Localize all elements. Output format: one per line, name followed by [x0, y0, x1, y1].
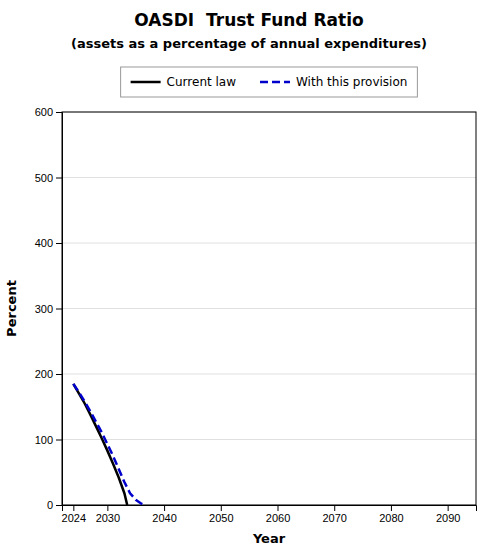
y-tick: 200: [35, 368, 62, 380]
grid-line: [62, 439, 476, 440]
x-tick-mark: [278, 505, 279, 511]
y-tick-mark: [56, 178, 62, 179]
plot: 2024 2030 2040 2050 2060 2070 2080 2090 0 100 200 3…: [35, 106, 477, 524]
y-tick-mark: [56, 243, 62, 244]
series-line: [73, 384, 144, 505]
x-tick: 2030: [96, 505, 120, 524]
x-tick-label: 2060: [266, 512, 290, 524]
x-axis-title: Year: [252, 531, 286, 546]
x-tick-label: 2040: [152, 512, 176, 524]
grid-line: [62, 177, 476, 178]
grid: [62, 112, 476, 505]
series-group: [73, 384, 144, 505]
y-tick-label: 500: [35, 172, 53, 184]
legend-swatch: [260, 81, 290, 84]
x-axis: 2024 2030 2040 2050 2060 2070 2080 2090: [62, 505, 477, 524]
x-tick: 2060: [266, 505, 290, 524]
x-tick-label: 2080: [379, 512, 403, 524]
y-tick: 0: [47, 499, 62, 511]
y-tick-label: 200: [35, 368, 53, 380]
legend-swatch: [131, 81, 161, 84]
y-tick-mark: [56, 440, 62, 441]
grid-line: [62, 308, 476, 309]
y-axis-title: Percent: [4, 280, 19, 337]
x-tick-mark: [107, 505, 108, 511]
x-tick-mark: [221, 505, 222, 511]
x-tick: 2040: [152, 505, 176, 524]
y-tick-label: 600: [35, 106, 53, 118]
x-tick: 2050: [209, 505, 233, 524]
x-tick: 2024: [62, 505, 86, 524]
x-tick-mark: [448, 505, 449, 511]
x-tick-label: 2030: [96, 512, 120, 524]
legend-label: With this provision: [296, 75, 407, 89]
y-tick-mark: [56, 505, 62, 506]
y-tick: 500: [35, 172, 62, 184]
legend: Current law With this provision: [121, 67, 418, 97]
legend-item: Current law: [131, 75, 237, 89]
y-tick-label: 100: [35, 434, 53, 446]
x-tick-label: 2090: [436, 512, 460, 524]
x-tick-label: 2024: [62, 512, 86, 524]
x-tick-mark: [391, 505, 392, 511]
y-tick: 400: [35, 237, 62, 249]
y-tick: 600: [35, 106, 62, 118]
x-tick-mark: [164, 505, 165, 511]
legend-label: Current law: [167, 75, 237, 89]
y-tick: 100: [35, 434, 62, 446]
chart: OASDI Trust Fund Ratio (assets as a perce…: [0, 0, 498, 557]
y-axis-line: [56, 113, 63, 506]
y-axis: 0 100 200 300 400 500 600: [35, 106, 63, 511]
x-tick-label: 2050: [209, 512, 233, 524]
y-tick: 300: [35, 303, 62, 315]
y-tick-mark: [56, 374, 62, 375]
y-tick-label: 400: [35, 237, 53, 249]
y-tick-mark: [56, 309, 62, 310]
y-tick-mark: [56, 112, 62, 113]
series-line: [73, 384, 127, 505]
grid-line: [62, 374, 476, 375]
x-tick: 2080: [379, 505, 403, 524]
x-tick: 2070: [322, 505, 346, 524]
x-tick: 2090: [436, 505, 460, 524]
y-tick-label: 0: [47, 499, 53, 511]
x-tick-mark: [334, 505, 335, 511]
x-tick-mark: [73, 505, 74, 511]
legend-item: With this provision: [260, 75, 407, 89]
grid-line: [62, 243, 476, 244]
y-tick-label: 300: [35, 303, 53, 315]
title: OASDI Trust Fund Ratio: [134, 10, 363, 30]
subtitle: (assets as a percentage of annual expend…: [71, 36, 427, 51]
x-tick-label: 2070: [322, 512, 346, 524]
plot-frame: [62, 112, 476, 505]
x-axis-line: [63, 506, 477, 512]
legend-box: [121, 67, 418, 97]
